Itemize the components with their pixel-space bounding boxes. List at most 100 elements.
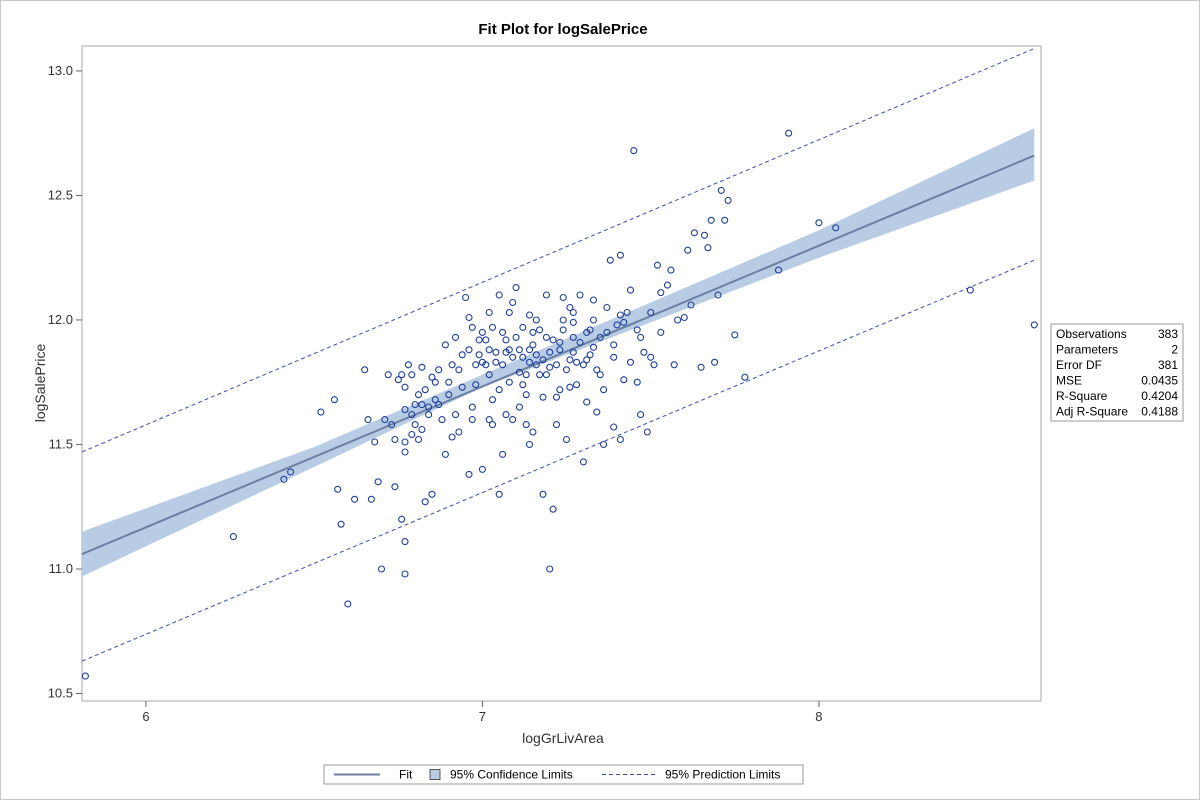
data-point (569, 318, 577, 326)
data-point (542, 291, 550, 299)
data-point (485, 416, 493, 424)
data-point (714, 291, 722, 299)
data-point (401, 438, 409, 446)
data-point (468, 323, 476, 331)
data-point (583, 398, 591, 406)
data-point (549, 505, 557, 513)
data-point (468, 403, 476, 411)
data-point (495, 490, 503, 498)
data-point (552, 361, 561, 369)
data-point (536, 326, 544, 334)
data-point (414, 435, 423, 444)
stats-box-border (1050, 323, 1184, 422)
data-point (785, 129, 793, 137)
data-point (401, 570, 409, 578)
data-point (539, 393, 547, 401)
data-point (425, 411, 433, 419)
data-point (515, 346, 523, 354)
data-point (462, 293, 470, 302)
data-point (431, 378, 439, 386)
data-point (539, 356, 547, 364)
data-point (81, 672, 89, 680)
data-point (610, 341, 618, 349)
data-point (499, 450, 507, 458)
stats-value: 0.0435 (1141, 374, 1178, 388)
data-point (566, 303, 574, 312)
data-point (717, 186, 725, 194)
data-point (509, 416, 517, 424)
data-point (589, 296, 598, 304)
data-point (381, 416, 389, 424)
data-point (603, 328, 611, 336)
data-point (330, 396, 338, 404)
data-point (562, 435, 571, 444)
data-point (556, 386, 564, 394)
x-tick-label: 8 (815, 709, 822, 724)
data-point (529, 341, 537, 349)
y-axis-label: logSalePrice (32, 343, 48, 422)
legend-fit-label: Fit (399, 768, 413, 782)
data-point (569, 333, 577, 341)
legend-confidence-swatch (429, 769, 441, 780)
data-point (1030, 321, 1038, 329)
data-point (408, 411, 416, 419)
data-point (630, 147, 638, 155)
data-point (425, 403, 433, 411)
data-point (465, 470, 473, 478)
data-point (488, 323, 497, 331)
data-point (721, 216, 729, 224)
data-point (633, 378, 641, 386)
data-point (556, 338, 564, 346)
data-point (626, 286, 635, 294)
data-point (687, 301, 695, 309)
data-point (711, 358, 719, 366)
data-point (579, 458, 587, 466)
data-point (280, 475, 288, 483)
data-point (583, 356, 591, 364)
data-point (562, 366, 571, 374)
data-point (647, 308, 655, 317)
data-point (663, 281, 672, 289)
data-point (488, 421, 497, 429)
stats-label: Observations (1056, 327, 1127, 341)
data-point (445, 391, 453, 399)
y-tick-label: 11.0 (49, 561, 73, 576)
data-point (509, 353, 517, 361)
data-point (586, 351, 594, 359)
data-point (377, 565, 386, 573)
data-point (411, 401, 419, 409)
data-point (566, 383, 574, 391)
data-point (519, 353, 527, 361)
data-point (475, 336, 483, 344)
data-point (546, 565, 554, 573)
data-point (573, 381, 581, 389)
legend-prediction-label: 95% Prediction Limits (665, 768, 780, 782)
data-point (603, 303, 611, 312)
data-point (455, 366, 463, 374)
data-point (589, 343, 598, 351)
data-point (647, 353, 655, 361)
data-point (428, 373, 436, 381)
data-point (731, 331, 739, 339)
data-point (512, 333, 520, 341)
data-point (700, 231, 709, 239)
data-point (478, 465, 486, 473)
y-tick-label: 13.0 (48, 63, 73, 78)
data-point (472, 381, 480, 389)
data-point (371, 438, 379, 446)
data-point (576, 291, 584, 299)
data-point (478, 328, 486, 336)
x-tick-label: 6 (142, 709, 149, 724)
x-tick-label: 7 (479, 709, 486, 724)
data-point (586, 326, 594, 334)
data-point (414, 391, 423, 399)
data-point (529, 428, 537, 436)
data-point (559, 293, 567, 302)
data-point (421, 386, 429, 394)
data-point (633, 326, 641, 334)
data-point (401, 406, 409, 414)
data-point (401, 448, 409, 456)
stats-value: 2 (1171, 343, 1178, 357)
data-point (657, 289, 665, 297)
